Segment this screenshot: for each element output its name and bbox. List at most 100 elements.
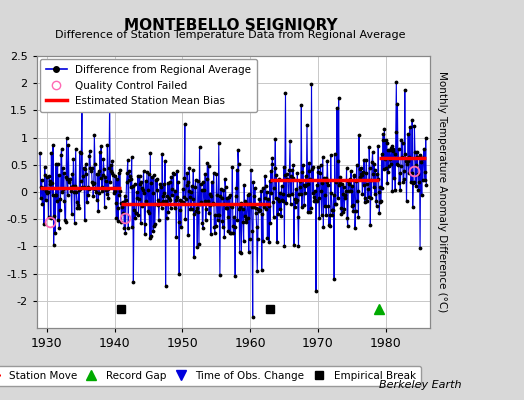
Point: [400, 168, 408, 174]
Point: [343, 214, 351, 221]
Point: [38, 201, 47, 208]
Text: Difference of Station Temperature Data from Regional Average: Difference of Station Temperature Data f…: [56, 30, 406, 40]
Point: [376, 199, 385, 206]
Point: [121, 230, 129, 236]
Point: [199, 179, 208, 185]
Point: [245, 248, 253, 255]
Point: [48, 180, 56, 187]
Point: [378, 137, 387, 144]
Point: [152, 187, 161, 193]
Point: [47, 215, 55, 222]
Point: [254, 206, 263, 212]
Point: [296, 184, 304, 190]
Point: [298, 204, 306, 210]
Point: [283, 176, 291, 182]
Point: [85, 152, 93, 159]
Point: [281, 90, 290, 96]
Point: [53, 160, 62, 167]
Point: [348, 183, 356, 190]
Point: [96, 149, 104, 155]
Point: [236, 204, 244, 210]
Point: [352, 208, 360, 214]
Point: [68, 211, 76, 217]
Point: [348, 202, 357, 208]
Point: [277, 183, 286, 189]
Point: [392, 79, 400, 85]
Point: [333, 158, 342, 164]
Point: [45, 172, 53, 179]
Point: [375, 188, 383, 195]
Point: [278, 197, 286, 203]
Point: [133, 189, 141, 195]
Point: [204, 197, 212, 204]
Point: [44, 189, 52, 195]
Point: [340, 184, 348, 190]
Point: [346, 188, 355, 195]
Point: [249, 204, 258, 210]
Point: [260, 204, 268, 210]
Point: [248, 314, 257, 320]
Point: [53, 198, 61, 204]
Point: [385, 162, 393, 169]
Point: [262, 206, 270, 212]
Point: [401, 150, 410, 157]
Point: [94, 170, 102, 177]
Point: [57, 152, 65, 158]
Point: [104, 195, 113, 202]
Point: [160, 190, 169, 196]
Point: [390, 175, 398, 181]
Point: [302, 173, 310, 180]
Point: [203, 160, 212, 166]
Point: [402, 158, 410, 164]
Point: [104, 186, 112, 192]
Point: [227, 203, 236, 210]
Point: [83, 183, 92, 190]
Point: [89, 193, 97, 199]
Point: [127, 154, 136, 160]
Point: [407, 170, 416, 176]
Point: [255, 208, 263, 214]
Point: [151, 200, 160, 207]
Point: [283, 177, 292, 183]
Point: [178, 200, 186, 206]
Point: [331, 150, 339, 157]
Point: [78, 184, 86, 190]
Point: [339, 191, 347, 198]
Point: [393, 101, 401, 108]
Point: [167, 174, 176, 180]
Point: [113, 205, 122, 211]
Point: [99, 156, 107, 162]
Point: [365, 144, 374, 150]
Point: [275, 176, 283, 183]
Point: [326, 152, 335, 158]
Point: [316, 161, 325, 168]
Point: [358, 191, 367, 197]
Point: [187, 189, 195, 196]
Point: [313, 169, 322, 176]
Point: [305, 160, 313, 166]
Point: [260, 195, 269, 201]
Point: [138, 202, 146, 209]
Point: [419, 154, 428, 161]
Point: [210, 224, 219, 230]
Point: [134, 173, 142, 179]
Point: [409, 203, 417, 210]
Point: [84, 185, 93, 192]
Point: [290, 196, 299, 202]
Point: [51, 192, 59, 198]
Point: [403, 158, 412, 164]
Point: [367, 177, 375, 183]
Point: [267, 167, 275, 174]
Point: [130, 180, 139, 187]
Point: [366, 165, 374, 171]
Point: [335, 182, 343, 188]
Point: [92, 188, 100, 195]
Point: [76, 186, 84, 192]
Point: [356, 166, 364, 172]
Point: [233, 167, 241, 173]
Point: [264, 196, 272, 202]
Point: [155, 200, 163, 206]
Point: [292, 199, 300, 205]
Point: [369, 184, 378, 190]
Point: [239, 218, 247, 225]
